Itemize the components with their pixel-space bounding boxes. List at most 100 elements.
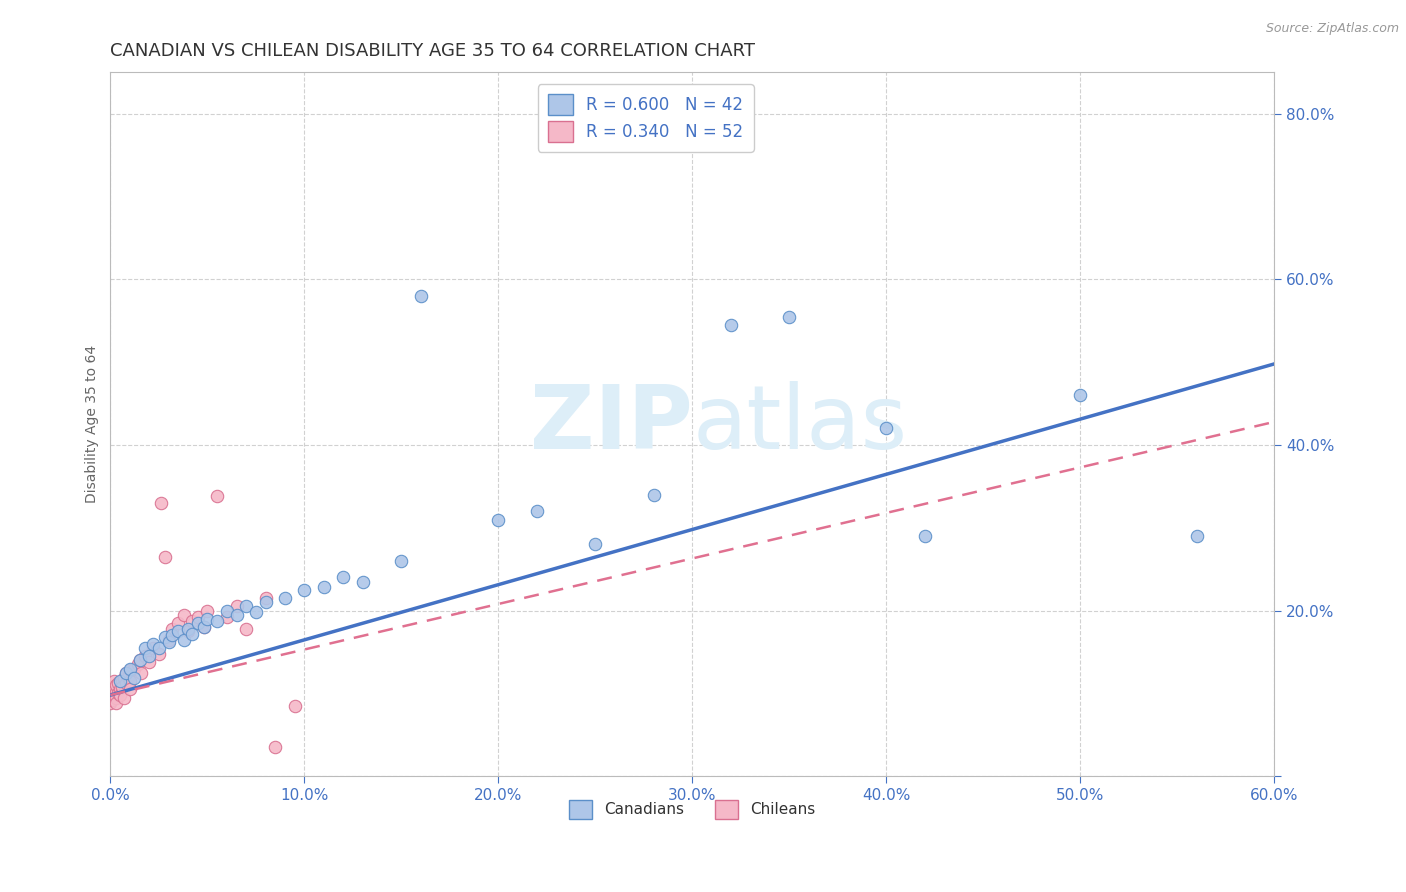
Point [105,684,128,698]
Point [180,614,202,628]
Point [142,637,165,651]
Point [583,537,606,551]
Text: Source: ZipAtlas.com: Source: ZipAtlas.com [1265,22,1399,36]
Point [100,696,122,710]
Point [138,655,160,669]
Point [112,690,135,705]
Point [352,574,374,589]
Point [294,582,316,597]
Point [274,591,297,606]
Point [108,682,131,697]
Point [235,599,257,614]
Point [157,635,180,649]
Y-axis label: Disability Age 35 to 64: Disability Age 35 to 64 [86,345,100,503]
Point [162,628,184,642]
Point [111,680,134,694]
Text: ZIP: ZIP [530,381,692,467]
Point [101,686,124,700]
Point [167,615,190,630]
Point [235,622,257,636]
Point [245,605,267,619]
Point [173,607,195,622]
Point [720,318,742,332]
Point [108,673,131,688]
Point [486,512,509,526]
Point [409,289,432,303]
Text: atlas: atlas [692,381,907,467]
Point [180,627,202,641]
Point [284,698,307,713]
Point [117,670,139,684]
Point [134,640,156,655]
Point [177,622,200,636]
Point [1185,529,1208,543]
Point [215,610,238,624]
Point [193,620,215,634]
Point [115,665,138,680]
Point [526,504,548,518]
Point [177,624,200,639]
Point [643,488,665,502]
Point [914,529,936,543]
Point [138,649,160,664]
Point [101,693,124,707]
Point [115,676,138,690]
Point [105,690,128,705]
Point [134,649,156,664]
Point [254,591,277,606]
Point [149,496,172,510]
Point [197,612,219,626]
Point [205,614,228,628]
Point [115,665,138,680]
Point [127,657,149,672]
Point [103,673,125,688]
Point [131,665,153,680]
Point [173,632,195,647]
Point [103,680,125,694]
Point [100,690,122,705]
Point [142,640,165,655]
Point [193,620,215,634]
Point [107,676,129,690]
Point [103,688,125,702]
Text: CANADIAN VS CHILEAN DISABILITY AGE 35 TO 64 CORRELATION CHART: CANADIAN VS CHILEAN DISABILITY AGE 35 TO… [111,42,755,60]
Point [162,622,184,636]
Point [167,624,190,639]
Point [122,672,145,686]
Point [264,740,287,755]
Point [197,604,219,618]
Point [118,661,141,675]
Point [157,632,180,647]
Point [118,682,141,697]
Point [187,610,209,624]
Point [1069,388,1091,402]
Point [225,599,247,614]
Point [100,682,122,697]
Legend: Canadians, Chileans: Canadians, Chileans [564,794,821,825]
Point [254,595,277,609]
Point [107,686,129,700]
Point [778,310,800,324]
Point [153,630,176,644]
Point [128,653,150,667]
Point [118,663,141,677]
Point [111,673,134,688]
Point [391,554,413,568]
Point [215,604,238,618]
Point [148,647,170,661]
Point [128,653,150,667]
Point [122,661,145,675]
Point [332,570,354,584]
Point [153,549,176,564]
Point [148,640,170,655]
Point [112,672,135,686]
Point [225,607,247,622]
Point [108,688,131,702]
Point [205,489,228,503]
Point [187,615,209,630]
Point [312,581,335,595]
Point [105,696,128,710]
Point [105,678,128,692]
Point [875,421,897,435]
Point [118,673,141,688]
